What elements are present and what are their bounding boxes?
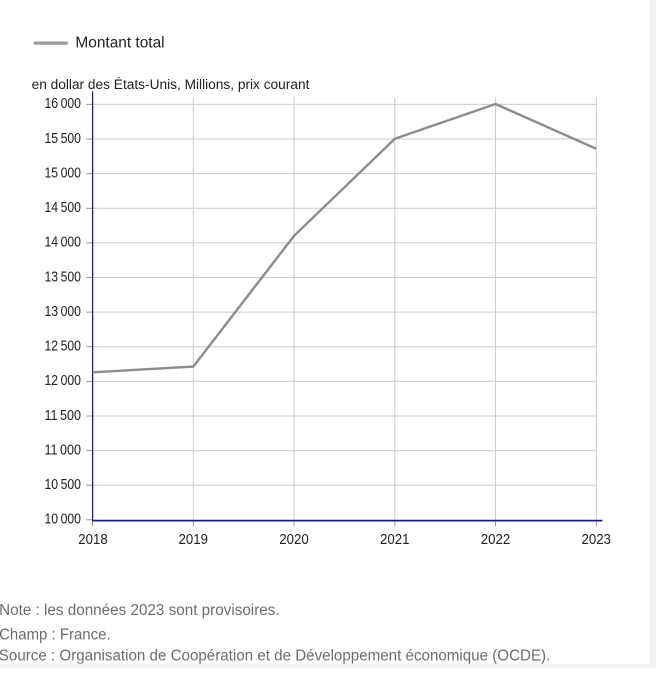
svg-text:Champ : France.: Champ : France. (0, 627, 111, 644)
svg-text:11 000: 11 000 (45, 442, 82, 458)
svg-text:2018: 2018 (78, 532, 108, 548)
svg-text:en dollar des États-Unis, Mill: en dollar des États-Unis, Millions, prix… (32, 77, 310, 92)
svg-text:Source : Organisation de Coopé: Source : Organisation de Coopération et … (0, 647, 550, 664)
svg-text:10 000: 10 000 (45, 512, 82, 528)
svg-text:2022: 2022 (481, 532, 511, 548)
svg-text:2021: 2021 (380, 532, 410, 548)
svg-text:2019: 2019 (179, 532, 209, 548)
svg-text:13 500: 13 500 (45, 269, 82, 285)
svg-text:12 000: 12 000 (45, 373, 82, 389)
svg-text:10 500: 10 500 (45, 477, 82, 493)
svg-text:Note : les données 2023 sont p: Note : les données 2023 sont provisoires… (0, 602, 280, 619)
svg-text:13 000: 13 000 (45, 304, 82, 320)
svg-text:11 500: 11 500 (45, 408, 82, 424)
svg-text:14 500: 14 500 (45, 200, 82, 216)
svg-text:12 500: 12 500 (45, 339, 82, 355)
svg-text:2020: 2020 (279, 532, 309, 548)
svg-text:15 000: 15 000 (45, 165, 82, 181)
svg-text:Montant total: Montant total (75, 35, 164, 52)
svg-text:14 000: 14 000 (45, 235, 82, 251)
svg-text:15 500: 15 500 (45, 131, 82, 147)
svg-text:16 000: 16 000 (45, 96, 82, 112)
svg-text:2023: 2023 (582, 532, 612, 548)
